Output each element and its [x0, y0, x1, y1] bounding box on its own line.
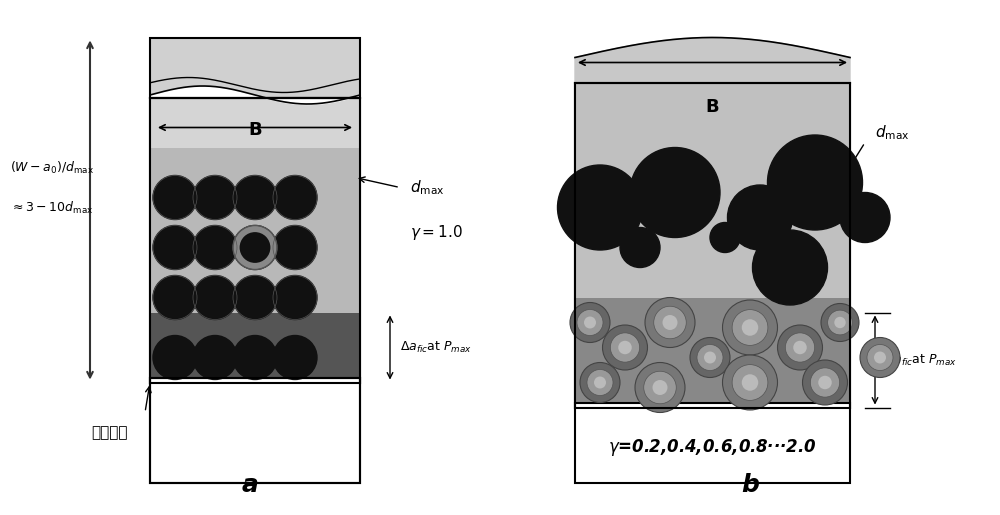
- Circle shape: [273, 276, 317, 319]
- Text: $\gamma=1.0$: $\gamma=1.0$: [410, 223, 463, 242]
- Circle shape: [732, 310, 768, 346]
- Circle shape: [233, 226, 277, 269]
- Bar: [575, 82, 850, 407]
- Circle shape: [240, 232, 270, 263]
- Circle shape: [704, 352, 716, 364]
- Circle shape: [697, 345, 723, 370]
- Bar: [150, 377, 360, 483]
- Bar: [575, 82, 850, 407]
- Circle shape: [728, 185, 792, 250]
- Circle shape: [233, 335, 277, 380]
- Circle shape: [834, 317, 846, 328]
- Circle shape: [273, 176, 317, 219]
- Bar: [150, 97, 360, 383]
- Circle shape: [233, 276, 277, 319]
- Bar: [150, 377, 360, 483]
- Text: $(W-a_0)/d_{\rm max}$: $(W-a_0)/d_{\rm max}$: [10, 160, 94, 176]
- Circle shape: [153, 226, 197, 269]
- Circle shape: [587, 369, 613, 396]
- Circle shape: [610, 333, 640, 362]
- Circle shape: [778, 325, 822, 370]
- Bar: [575, 298, 850, 407]
- Circle shape: [753, 230, 828, 305]
- Circle shape: [193, 226, 237, 269]
- Circle shape: [584, 317, 596, 329]
- Circle shape: [558, 165, 642, 250]
- Circle shape: [742, 374, 758, 391]
- Polygon shape: [575, 38, 850, 82]
- Text: B: B: [248, 121, 262, 139]
- Circle shape: [768, 135, 862, 230]
- Circle shape: [874, 352, 886, 364]
- Circle shape: [602, 325, 648, 370]
- Circle shape: [577, 310, 603, 335]
- Circle shape: [802, 360, 848, 405]
- Circle shape: [580, 363, 620, 403]
- Circle shape: [652, 380, 668, 395]
- Circle shape: [722, 355, 778, 410]
- Circle shape: [620, 228, 660, 267]
- Circle shape: [818, 376, 832, 389]
- Text: $\approx3-10d_{\rm max}$: $\approx3-10d_{\rm max}$: [10, 199, 93, 216]
- Circle shape: [153, 276, 197, 319]
- Circle shape: [570, 302, 610, 342]
- Circle shape: [828, 310, 852, 335]
- Text: $\Delta a_{fic}$at $P_{max}$: $\Delta a_{fic}$at $P_{max}$: [885, 352, 957, 368]
- Bar: [150, 147, 360, 322]
- Text: a: a: [242, 473, 258, 497]
- Text: $\gamma$=0.2,0.4,0.6,0.8···2.0: $\gamma$=0.2,0.4,0.6,0.8···2.0: [608, 437, 817, 458]
- Bar: [150, 97, 360, 147]
- Circle shape: [193, 176, 237, 219]
- Text: $d_{\rm max}$: $d_{\rm max}$: [875, 123, 910, 142]
- Bar: [150, 97, 360, 383]
- Circle shape: [233, 176, 277, 219]
- Bar: [150, 313, 360, 383]
- Circle shape: [732, 365, 768, 400]
- Circle shape: [153, 176, 197, 219]
- Circle shape: [654, 306, 686, 339]
- Circle shape: [690, 337, 730, 377]
- Bar: [150, 38, 360, 97]
- Text: $d_{\rm max}$: $d_{\rm max}$: [410, 178, 445, 197]
- Bar: [575, 82, 850, 307]
- Circle shape: [644, 371, 676, 404]
- Bar: [150, 38, 360, 97]
- Text: 裂缝尖端: 裂缝尖端: [92, 425, 128, 440]
- Circle shape: [193, 335, 237, 380]
- Circle shape: [867, 345, 893, 370]
- Circle shape: [662, 315, 678, 330]
- Circle shape: [635, 363, 685, 413]
- Circle shape: [710, 222, 740, 252]
- Text: $\Delta a_{fic}$at $P_{max}$: $\Delta a_{fic}$at $P_{max}$: [400, 340, 472, 355]
- Bar: [575, 403, 850, 483]
- Circle shape: [821, 303, 859, 341]
- Circle shape: [630, 147, 720, 237]
- Circle shape: [618, 341, 632, 354]
- Circle shape: [860, 337, 900, 377]
- Circle shape: [273, 335, 317, 380]
- Circle shape: [742, 319, 758, 336]
- Circle shape: [594, 376, 606, 388]
- Circle shape: [793, 341, 807, 354]
- Circle shape: [273, 226, 317, 269]
- Bar: [240, 383, 270, 483]
- Circle shape: [153, 335, 197, 380]
- Circle shape: [233, 226, 277, 269]
- Text: B: B: [706, 98, 719, 116]
- Circle shape: [193, 276, 237, 319]
- Circle shape: [785, 333, 815, 362]
- Circle shape: [722, 300, 778, 355]
- Circle shape: [840, 193, 890, 243]
- Circle shape: [645, 298, 695, 348]
- Circle shape: [810, 368, 840, 397]
- Text: b: b: [741, 473, 759, 497]
